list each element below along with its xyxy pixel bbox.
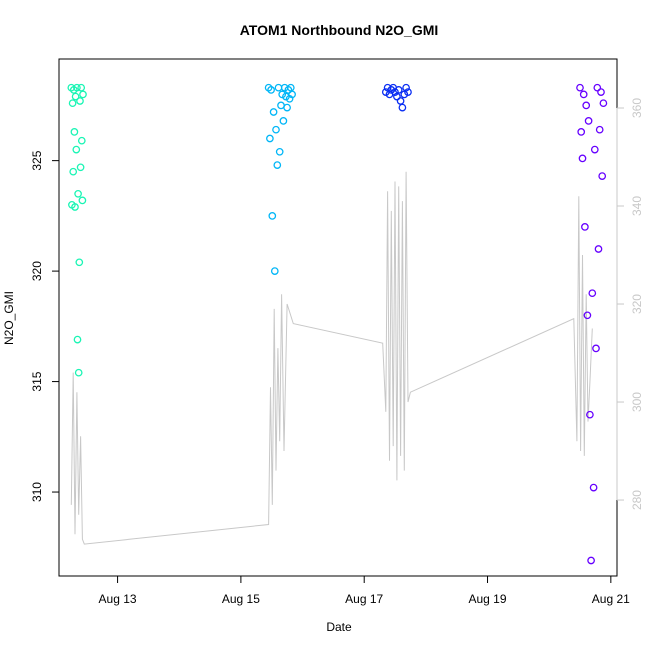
data-point-series-4 bbox=[579, 90, 588, 99]
data-point-series-2 bbox=[270, 267, 279, 275]
y2-tick-label: 360 bbox=[630, 98, 644, 118]
y2-tick-label: 320 bbox=[630, 294, 644, 314]
y2-tick-label: 300 bbox=[630, 392, 644, 412]
data-point-series-4 bbox=[590, 145, 599, 154]
data-point-series-2 bbox=[284, 86, 293, 94]
data-point-series-4 bbox=[594, 245, 603, 253]
y-axis-label: N2O_GMI bbox=[2, 291, 16, 345]
data-point-series-4 bbox=[592, 344, 600, 353]
data-point-series-2 bbox=[274, 83, 283, 92]
data-point-series-2 bbox=[277, 101, 285, 110]
data-point-series-4 bbox=[589, 483, 598, 492]
data-point-series-2 bbox=[266, 134, 274, 143]
y-tick-label: 320 bbox=[30, 261, 44, 281]
plot-frame bbox=[58, 58, 618, 577]
data-point-series-4 bbox=[583, 311, 592, 320]
data-point-series-4 bbox=[586, 410, 594, 419]
data-point-series-1 bbox=[70, 128, 79, 136]
data-point-series-1 bbox=[68, 99, 77, 108]
data-point-series-4 bbox=[599, 99, 608, 108]
x-tick-label: Aug 13 bbox=[99, 592, 137, 606]
data-point-series-1 bbox=[77, 136, 86, 145]
data-point-series-4 bbox=[582, 101, 591, 110]
scatter-points-layer bbox=[67, 83, 608, 565]
x-axis-label: Date bbox=[326, 620, 352, 634]
data-point-series-1 bbox=[71, 203, 79, 211]
data-point-series-2 bbox=[273, 161, 282, 169]
data-point-series-3 bbox=[396, 97, 405, 105]
data-point-series-3 bbox=[393, 92, 401, 101]
data-point-series-2 bbox=[269, 108, 278, 116]
data-point-series-2 bbox=[268, 212, 277, 220]
data-point-series-1 bbox=[78, 196, 87, 205]
data-point-series-2 bbox=[275, 147, 284, 156]
data-point-series-4 bbox=[597, 88, 605, 96]
chart-title: ATOM1 Northbound N2O_GMI bbox=[240, 22, 439, 38]
data-point-series-2 bbox=[283, 103, 291, 112]
data-point-series-4 bbox=[577, 128, 586, 136]
data-point-series-4 bbox=[595, 125, 604, 134]
data-point-series-4 bbox=[587, 556, 595, 565]
data-point-series-4 bbox=[584, 117, 593, 125]
data-point-series-4 bbox=[581, 223, 589, 231]
y2-tick-label: 280 bbox=[630, 490, 644, 510]
axes-layer: Aug 13 Aug 15 Aug 17 Aug 19 Aug 21 310 315 320 3… bbox=[30, 98, 644, 606]
data-point-series-1 bbox=[79, 90, 87, 99]
data-point-series-3 bbox=[394, 86, 403, 94]
data-point-series-2 bbox=[267, 86, 275, 94]
data-point-series-1 bbox=[69, 167, 78, 176]
data-point-series-2 bbox=[272, 125, 280, 134]
data-point-series-4 bbox=[588, 289, 597, 298]
y-tick-label: 325 bbox=[30, 150, 44, 170]
data-point-series-1 bbox=[71, 92, 80, 101]
data-point-series-1 bbox=[74, 189, 82, 198]
data-point-series-3 bbox=[398, 103, 407, 112]
data-point-series-4 bbox=[593, 83, 602, 92]
data-point-series-2 bbox=[288, 90, 296, 99]
data-point-series-4 bbox=[576, 83, 584, 92]
data-point-series-1 bbox=[77, 83, 86, 92]
data-point-series-1 bbox=[76, 163, 85, 172]
x-tick-label: Aug 21 bbox=[592, 592, 630, 606]
data-point-series-1 bbox=[75, 258, 84, 267]
x-tick-label: Aug 15 bbox=[222, 592, 260, 606]
data-point-series-4 bbox=[578, 154, 587, 163]
x-tick-label: Aug 19 bbox=[468, 592, 506, 606]
secondary-series-layer bbox=[70, 171, 593, 545]
data-point-series-1 bbox=[74, 368, 83, 377]
data-point-series-3 bbox=[404, 88, 412, 96]
data-point-series-4 bbox=[598, 172, 607, 180]
data-point-series-1 bbox=[73, 83, 81, 92]
data-point-series-1 bbox=[72, 145, 81, 154]
data-point-series-1 bbox=[73, 335, 82, 344]
y-tick-label: 315 bbox=[30, 371, 44, 391]
secondary-series-line bbox=[70, 171, 593, 545]
x-tick-label: Aug 17 bbox=[345, 592, 383, 606]
y-tick-label: 310 bbox=[30, 482, 44, 502]
data-point-series-3 bbox=[402, 83, 410, 92]
data-point-series-2 bbox=[279, 117, 288, 125]
data-point-series-1 bbox=[76, 97, 84, 105]
y2-tick-label: 340 bbox=[630, 196, 644, 216]
